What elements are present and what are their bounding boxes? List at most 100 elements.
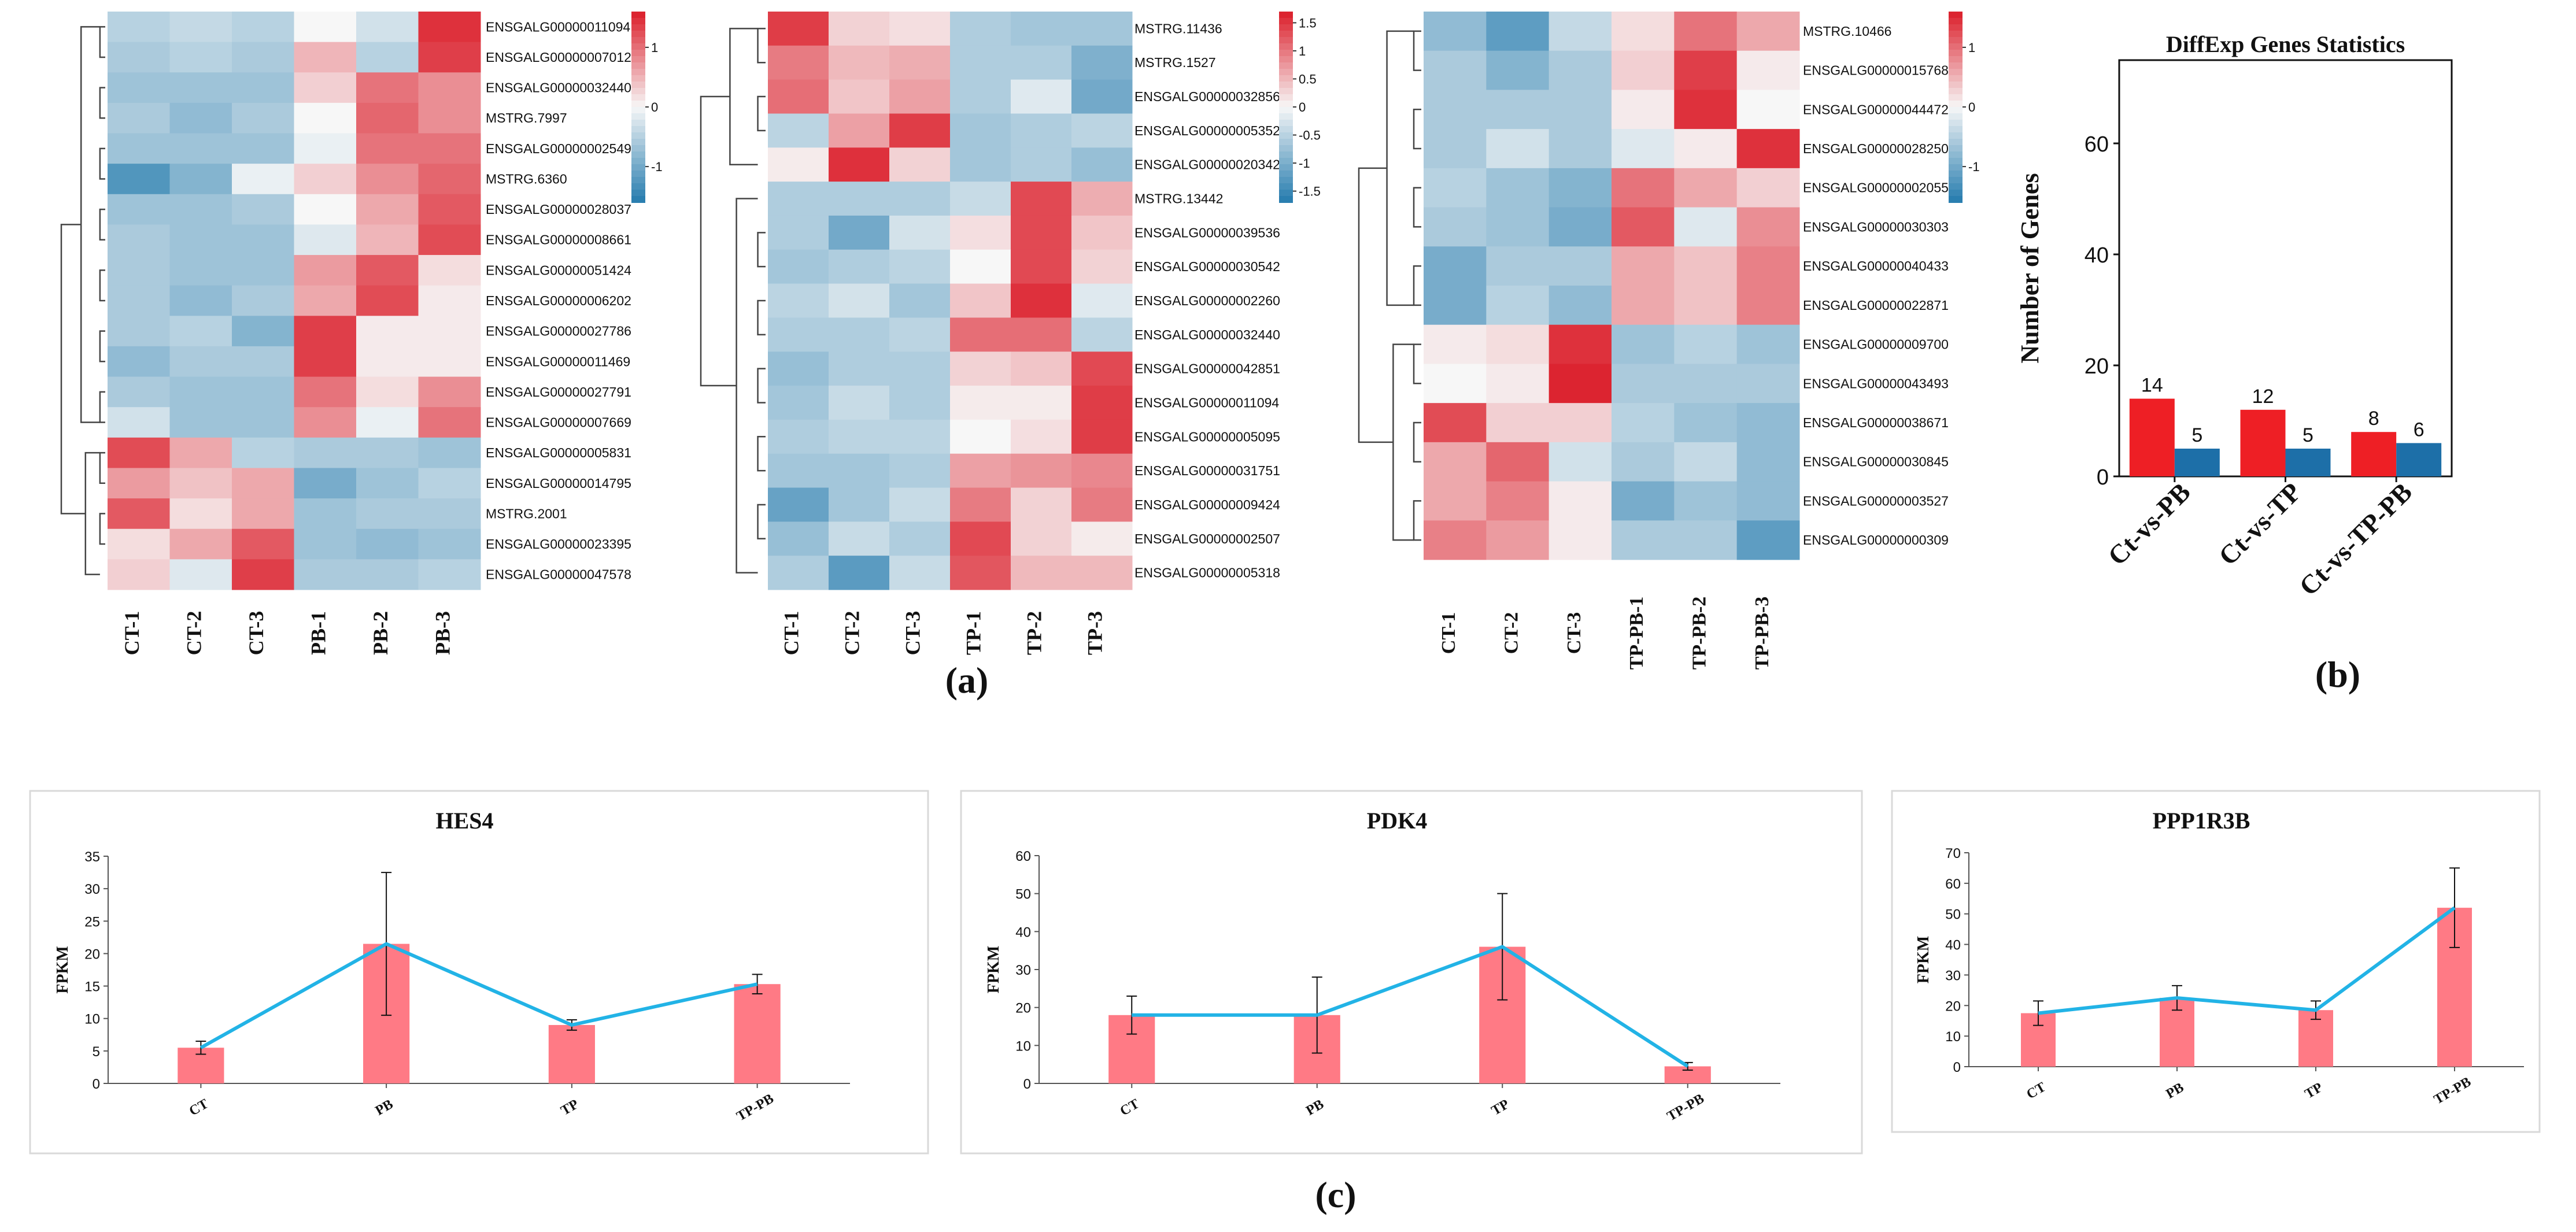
heatmap-cell	[356, 72, 419, 103]
heatmap-cell	[1548, 129, 1612, 169]
heatmap-cell	[1424, 520, 1487, 560]
dendrogram-branch	[99, 391, 105, 423]
legend-swatch	[1279, 177, 1293, 184]
heatmap-cell	[1486, 90, 1550, 130]
legend-swatch	[1279, 94, 1293, 101]
trend-line	[2038, 906, 2456, 1015]
heatmap-cell	[1548, 481, 1612, 521]
heatmap-cell	[1674, 168, 1738, 208]
heatmap-cell	[108, 346, 170, 378]
heatmap-cell	[1071, 453, 1133, 489]
heatmap-cell	[768, 386, 829, 420]
heatmap-cell	[418, 194, 481, 225]
row-label: ENSGALG00000028037	[486, 202, 631, 217]
heatmap-cell	[169, 346, 232, 378]
heatmap-cell	[356, 316, 419, 347]
heatmap-cell	[108, 133, 170, 164]
row-label: MSTRG.6360	[486, 171, 567, 186]
legend-tick-label: -0.5	[1299, 128, 1321, 143]
heatmap-cell	[1486, 168, 1550, 208]
legend-tick-label: -1.5	[1299, 184, 1321, 199]
heatmap-cell	[1071, 521, 1133, 556]
heatmap-cell	[889, 12, 951, 46]
legend-swatch	[1279, 43, 1293, 50]
heatmap-cell	[1071, 556, 1133, 590]
row-label: ENSGALG00000002055	[1803, 180, 1949, 195]
bar-value-label: 8	[2368, 408, 2379, 430]
column-label: TP-3	[1084, 611, 1107, 655]
y-tick-label: 20	[84, 946, 100, 962]
row-label: ENSGALG00000009700	[1803, 337, 1949, 352]
heatmap-cell	[1736, 442, 1800, 482]
row-label: ENSGALG00000007012	[486, 50, 631, 65]
row-label: ENSGALG00000011094	[1134, 395, 1279, 410]
heatmap-cell	[1612, 246, 1675, 286]
column-label: TP-1	[962, 611, 985, 655]
legend-swatch	[631, 151, 645, 158]
dendrogram-branch	[757, 28, 766, 64]
heatmap-cell	[232, 255, 294, 286]
legend-tick-label: -1	[1968, 160, 1980, 174]
heatmap-cell	[418, 255, 481, 286]
heatmap-cell	[1011, 147, 1072, 182]
heatmap-cell	[1424, 90, 1487, 130]
heatmap-cell	[169, 468, 232, 499]
legend-swatch	[1279, 12, 1293, 19]
heatmap-cell	[169, 133, 232, 164]
legend-swatch	[631, 139, 645, 146]
heatmap-cell	[889, 317, 951, 352]
heatmap-cell	[1736, 403, 1800, 443]
heatmap-cell	[829, 249, 890, 284]
heatmap-cell	[829, 215, 890, 250]
heatmap-cell	[294, 42, 357, 73]
heatmap-cell	[1071, 386, 1133, 420]
heatmap-cell	[1424, 442, 1487, 482]
heatmap-cell	[169, 102, 232, 134]
legend-swatch	[1949, 12, 1963, 19]
bar-down	[2174, 449, 2220, 476]
row-label: ENSGALG00000002549	[486, 141, 631, 156]
heatmap-cell	[418, 498, 481, 530]
row-label: ENSGALG00000039536	[1134, 225, 1280, 240]
dendrogram-branch	[757, 95, 766, 132]
dendrogram-branch	[99, 26, 105, 58]
y-tick-label: 0	[2097, 465, 2109, 490]
dendrogram-branch	[1386, 30, 1414, 306]
heatmap-cell	[1486, 207, 1550, 247]
heatmap-cell	[418, 376, 481, 408]
row-label: ENSGALG00000051424	[486, 262, 631, 278]
heatmap-cell	[169, 12, 232, 43]
heatmap-cell	[1612, 168, 1675, 208]
heatmap-ct-vs-pb: ENSGALG00000011094 ENSGALG00000007012 ENSG…	[60, 12, 663, 655]
heatmap-cell	[1548, 364, 1612, 404]
heatmap-cell	[356, 559, 419, 590]
bar	[548, 1024, 595, 1083]
heatmap-cell	[232, 468, 294, 499]
heatmap-cell	[356, 498, 419, 530]
heatmap-cell	[1548, 324, 1612, 364]
heatmap-cell	[768, 352, 829, 386]
heatmap-cell	[1548, 12, 1612, 51]
panel-label-b: (b)	[2315, 654, 2360, 695]
legend-swatch	[631, 145, 645, 152]
heatmap-cell	[1424, 207, 1487, 247]
heatmap-cell	[1071, 419, 1133, 454]
heatmap-cell	[768, 283, 829, 318]
heatmap-cell	[829, 487, 890, 522]
heatmap-cell	[1674, 442, 1738, 482]
heatmap-cell	[108, 376, 170, 408]
legend-swatch	[631, 196, 645, 203]
heatmap-cell	[1011, 453, 1072, 489]
column-label: CT-3	[901, 611, 925, 656]
row-label: ENSGALG00000030542	[1134, 259, 1280, 274]
heatmap-cell	[1486, 364, 1550, 404]
heatmap-cell	[1071, 45, 1133, 80]
heatmap-cell	[1674, 481, 1738, 521]
heatmap-cell	[1011, 317, 1072, 352]
heatmap-cell	[1736, 12, 1800, 51]
dendrogram-branch	[736, 198, 758, 574]
y-tick-label: 15	[84, 979, 100, 995]
legend-swatch	[1949, 145, 1963, 152]
heatmap-cell	[1548, 286, 1612, 325]
y-tick-label: 60	[1945, 876, 1961, 892]
